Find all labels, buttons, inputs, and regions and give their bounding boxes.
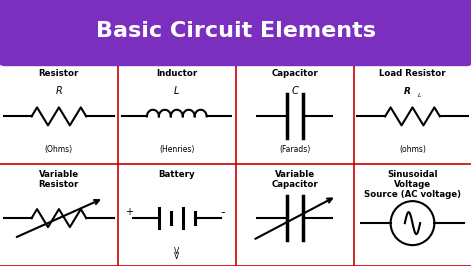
Text: (Ohms): (Ohms) — [45, 145, 73, 154]
Text: +: + — [125, 207, 133, 217]
Text: L: L — [174, 86, 180, 96]
Text: R: R — [404, 87, 410, 96]
Text: Sinusoidal
Voltage
Source (AC voltage): Sinusoidal Voltage Source (AC voltage) — [364, 170, 461, 199]
Text: C: C — [291, 86, 298, 96]
FancyBboxPatch shape — [0, 0, 474, 65]
Text: V: V — [174, 247, 179, 256]
Text: Inductor: Inductor — [156, 69, 197, 77]
Text: Capacitor: Capacitor — [271, 69, 318, 77]
Text: Resistor: Resistor — [39, 69, 79, 77]
Text: Basic Circuit Elements: Basic Circuit Elements — [96, 21, 376, 41]
Text: L: L — [418, 93, 421, 98]
Text: Load Resistor: Load Resistor — [379, 69, 446, 77]
Text: (Farads): (Farads) — [279, 145, 310, 154]
Text: Battery: Battery — [158, 170, 195, 179]
Text: R: R — [55, 86, 62, 96]
Text: V: V — [174, 252, 179, 261]
Text: Variable
Capacitor: Variable Capacitor — [271, 170, 318, 189]
Text: -: - — [220, 206, 225, 219]
Text: (Henries): (Henries) — [159, 145, 194, 154]
Text: Variable
Resistor: Variable Resistor — [39, 170, 79, 189]
Text: (ohms): (ohms) — [399, 145, 426, 154]
